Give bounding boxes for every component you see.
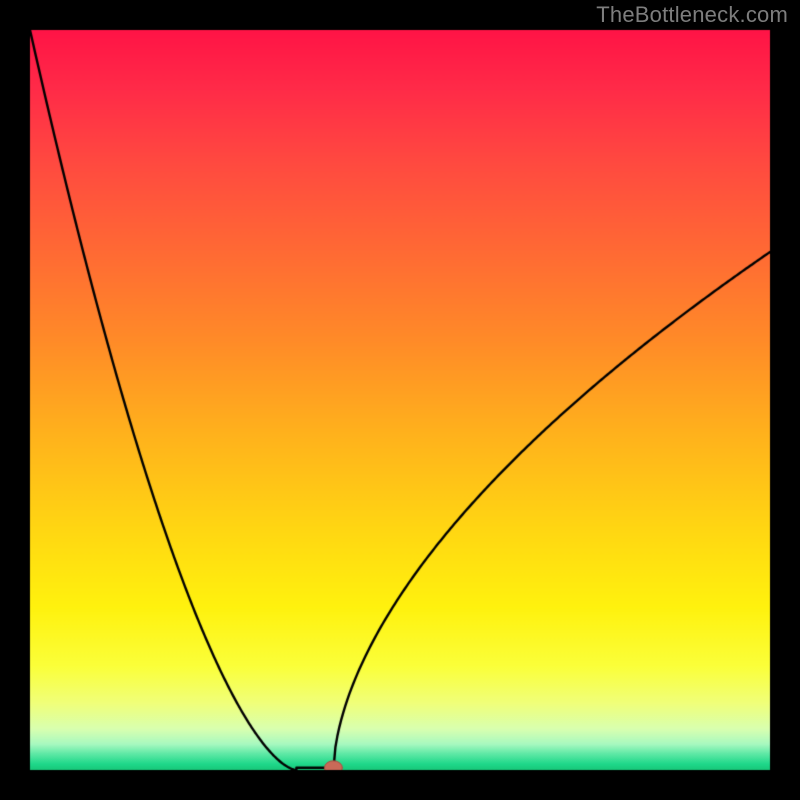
bottleneck-chart-canvas [0,0,800,800]
